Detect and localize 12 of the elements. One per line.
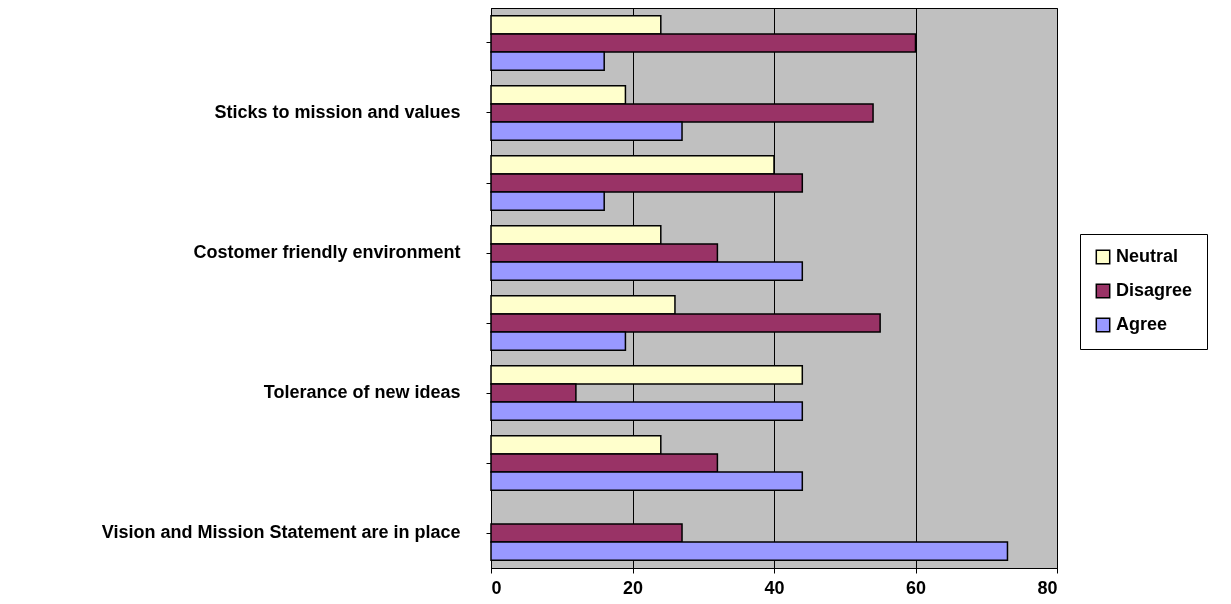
y-tick-label: Tolerance of new ideas: [263, 382, 461, 402]
y-tick-label: Sticks to mission and values: [214, 102, 461, 122]
x-tick-label: 40: [764, 577, 785, 598]
legend-label: Neutral: [1116, 246, 1179, 266]
x-tick-label: 20: [622, 577, 644, 598]
x-tick-label: 0: [491, 577, 502, 598]
x-tick-label: 80: [1037, 577, 1058, 598]
y-tick-label: Costomer friendly environment: [193, 242, 461, 262]
legend-label: Disagree: [1116, 280, 1193, 300]
legend-label: Agree: [1116, 314, 1168, 334]
y-tick-label: Vision and Mission Statement are in place: [101, 522, 461, 542]
x-tick-label: 60: [905, 577, 927, 598]
